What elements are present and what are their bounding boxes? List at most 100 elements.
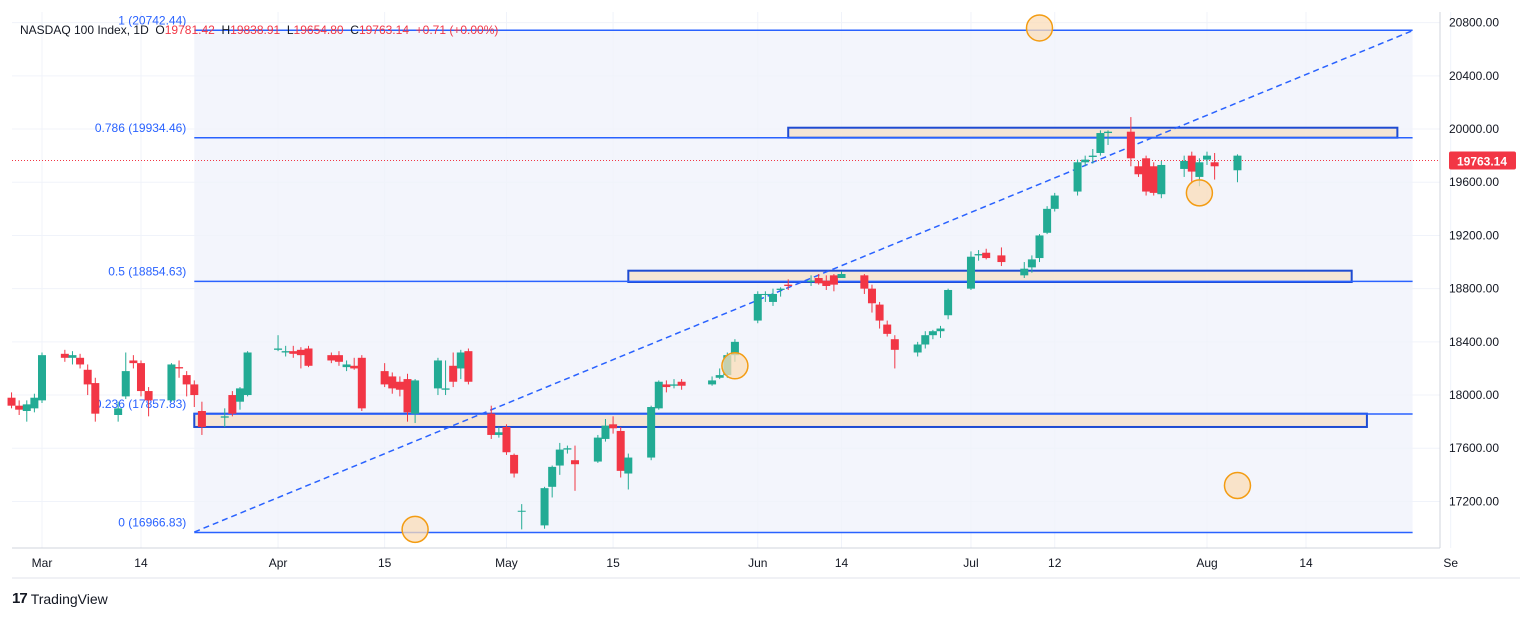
fib-level-label: 0 (16966.83) (118, 515, 186, 529)
time-tick-label: 14 (835, 556, 849, 570)
open-label: O (155, 23, 164, 37)
candle-body (624, 457, 633, 474)
candle-body (1096, 133, 1105, 153)
candle-body (1043, 208, 1052, 233)
candle-body (144, 391, 153, 401)
time-tick-label: 14 (134, 556, 148, 570)
candle-body (1035, 235, 1044, 259)
open-value: 19781.42 (165, 23, 222, 37)
candle-body (647, 407, 656, 458)
candle-body (411, 380, 420, 414)
tradingview-logo-icon: 17 (12, 590, 28, 607)
candle-body (136, 363, 145, 392)
price-tick-label: 17600.00 (1449, 441, 1499, 455)
time-tick-label: Jul (963, 556, 978, 570)
pivot-marker-circle (1223, 471, 1252, 500)
pivot-marker-circle (1025, 14, 1054, 42)
candle-body (281, 351, 290, 353)
candle-body (867, 288, 876, 304)
close-label: C (350, 23, 359, 37)
time-tick-label: 14 (1299, 556, 1313, 570)
time-tick-label: Apr (269, 556, 288, 570)
candle-body (357, 357, 366, 409)
candle-body (167, 364, 176, 401)
candle-body (540, 488, 549, 526)
candle-body (502, 426, 511, 453)
time-tick-label: Se (1443, 556, 1458, 570)
time-tick-label: 15 (606, 556, 620, 570)
candle-body (928, 331, 937, 336)
candle-body (730, 341, 739, 356)
candle-body (114, 408, 123, 415)
candle-body (776, 288, 785, 290)
candle-body (129, 360, 138, 364)
candle-body (944, 289, 953, 316)
candle-body (1104, 131, 1113, 134)
time-tick-label: 12 (1048, 556, 1062, 570)
candle-body (175, 367, 184, 369)
candle-body (875, 304, 884, 321)
candle-body (441, 388, 450, 390)
candle-body (388, 376, 397, 389)
candle-body (715, 375, 724, 378)
tradingview-brand[interactable]: 17 TradingView (12, 590, 108, 607)
candle-body (1126, 131, 1135, 159)
candle-body (616, 430, 625, 471)
candle-body (464, 351, 473, 382)
fib-level-label: 0.786 (19934.46) (95, 121, 186, 135)
high-label: H (221, 23, 230, 37)
candle-body (1142, 158, 1151, 192)
candle-body (1088, 155, 1097, 157)
candle-body (753, 293, 762, 321)
candle-body (936, 328, 945, 332)
candle-body (380, 371, 389, 385)
candle-body (296, 349, 305, 356)
candle-body (883, 324, 892, 334)
price-tick-label: 17200.00 (1449, 494, 1499, 508)
candle-body (1180, 160, 1189, 169)
candle-body (1134, 166, 1143, 175)
pivot-marker-circle (1185, 179, 1214, 207)
candle-body (1027, 259, 1036, 268)
candle-body (235, 388, 244, 402)
candle-body (670, 384, 678, 386)
candle-body (68, 355, 77, 358)
support-resistance-zone (627, 269, 1353, 283)
support-resistance-zone (193, 412, 1368, 428)
fib-level-label: 0.5 (18854.63) (108, 264, 186, 278)
time-tick-label: Jun (748, 556, 767, 570)
candle-body (829, 275, 838, 285)
candle-body (403, 379, 412, 413)
candle-body (555, 449, 564, 466)
candle-body (456, 352, 465, 369)
candle-body (190, 384, 199, 396)
candle-body (677, 381, 686, 386)
candle-body (563, 448, 572, 450)
candle-body (609, 424, 618, 429)
pivot-marker-circle (401, 515, 429, 544)
candle-body (761, 293, 770, 295)
candle-body (510, 454, 519, 474)
candle-body (837, 274, 846, 279)
candle-body (38, 355, 46, 401)
time-tick-label: May (495, 556, 518, 570)
change-value: +0.71 (+0.00%) (416, 23, 499, 37)
candle-body (449, 365, 458, 382)
candle-body (1187, 155, 1196, 172)
candle-body (1210, 162, 1219, 167)
time-tick-label: 15 (378, 556, 392, 570)
fib-level-label: 1 (20742.44) (118, 13, 186, 27)
close-value: 19763.14 (359, 23, 416, 37)
candle-body (395, 381, 404, 390)
candle-body (487, 413, 496, 435)
candle-body (768, 293, 777, 302)
candle-body (76, 357, 85, 365)
candle-body (1020, 268, 1029, 276)
time-tick-label: Aug (1196, 556, 1217, 570)
candle-body (807, 280, 816, 282)
candle-body (997, 255, 1006, 263)
candle-body (708, 380, 717, 385)
time-tick-label: Mar (32, 556, 53, 570)
candle-body (1203, 155, 1212, 160)
